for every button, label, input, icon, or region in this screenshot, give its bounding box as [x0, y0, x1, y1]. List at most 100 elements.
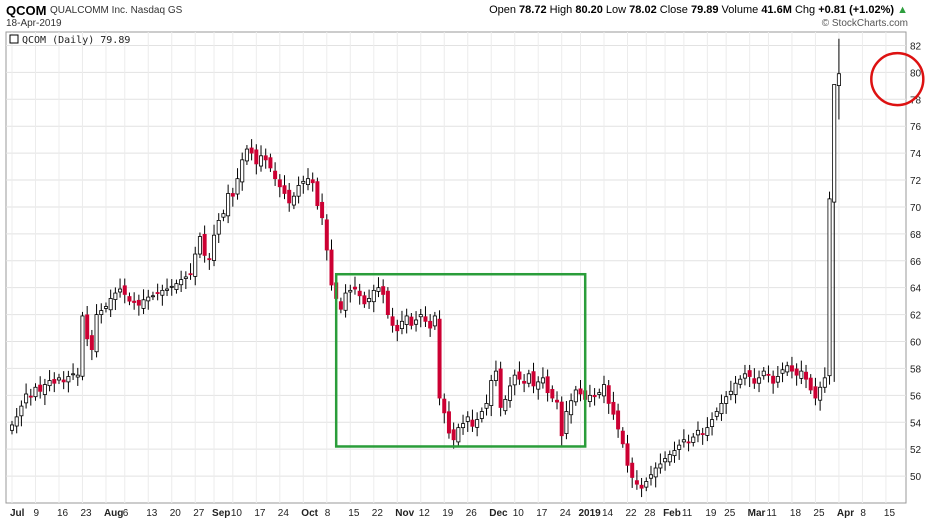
candle-body: [367, 298, 372, 303]
x-tick-label: 24: [278, 508, 290, 519]
candle-body: [33, 386, 38, 398]
candle-body: [381, 286, 386, 295]
x-tick-label: Apr: [837, 508, 854, 519]
candle-body: [136, 299, 141, 306]
candle-body: [169, 285, 174, 288]
candle-body: [705, 427, 710, 436]
y-tick-label: 76: [910, 122, 922, 133]
candle-body: [625, 443, 630, 466]
candle-body: [780, 369, 785, 374]
candle-body: [85, 314, 90, 340]
candle-body: [291, 195, 296, 206]
candle-body: [606, 385, 611, 404]
candle-body: [733, 382, 738, 395]
y-tick-label: 64: [910, 284, 922, 295]
candle-body: [747, 370, 752, 377]
candle-body: [616, 410, 621, 430]
candle-body: [827, 198, 832, 377]
candle-body: [602, 384, 607, 397]
candle-body: [517, 371, 522, 380]
candle-body: [174, 283, 179, 290]
candle-body: [19, 405, 24, 417]
candle-body: [287, 189, 292, 204]
candle-body: [808, 377, 813, 391]
candle-body: [71, 373, 76, 376]
candle-body: [188, 273, 193, 276]
candle-body: [221, 213, 226, 218]
y-tick-label: 50: [910, 472, 922, 483]
candle-body: [644, 481, 649, 488]
candle-body: [89, 335, 94, 350]
candle-body: [738, 378, 743, 385]
candle-body: [141, 299, 146, 309]
candle-body: [531, 371, 536, 387]
candle-body: [569, 400, 574, 416]
low-value: 78.02: [629, 4, 657, 16]
candle-body: [343, 292, 348, 311]
candle-body: [230, 193, 235, 197]
candle-body: [597, 392, 602, 395]
candle-body: [202, 233, 207, 256]
candle-body: [442, 398, 447, 414]
candle-body: [465, 416, 470, 422]
x-tick-label: 19: [442, 508, 454, 519]
x-tick-label: 16: [57, 508, 69, 519]
x-tick-label: 28: [644, 508, 656, 519]
x-tick-label: Dec: [489, 508, 508, 519]
candle-body: [103, 306, 108, 309]
chg-value: +0.81 (+1.02%): [818, 4, 895, 16]
candle-body: [235, 178, 240, 195]
candle-body: [38, 384, 43, 392]
candle-body: [259, 155, 264, 167]
candle-body: [620, 430, 625, 445]
chg-label: Chg: [794, 4, 816, 16]
candle-body: [691, 436, 696, 443]
candle-body: [799, 370, 804, 379]
y-tick-label: 56: [910, 391, 922, 402]
x-tick-label: 25: [813, 508, 825, 519]
annotation-rectangle: [334, 272, 587, 448]
candle-body: [446, 411, 451, 434]
candle-body: [75, 374, 80, 378]
candle-body: [423, 316, 428, 322]
candle-body: [414, 319, 419, 325]
candle-body: [663, 458, 668, 463]
candle-body: [724, 396, 729, 404]
candle-body: [160, 289, 165, 296]
candle-body: [766, 373, 771, 376]
y-tick-label: 82: [910, 41, 922, 52]
candle-body: [263, 155, 268, 161]
candle-body: [183, 276, 188, 279]
candle-body: [742, 373, 747, 379]
candle-body: [493, 370, 498, 381]
candle-body: [155, 292, 160, 294]
candle-body: [813, 386, 818, 399]
annotation-circle: [870, 51, 925, 107]
candle-body: [348, 289, 353, 293]
candle-body: [296, 185, 301, 197]
close-label: Close: [659, 4, 688, 16]
candle-body: [52, 379, 57, 384]
y-tick-label: 60: [910, 338, 922, 349]
candle-body: [305, 178, 310, 186]
x-tick-label: 15: [884, 508, 896, 519]
candle-body: [390, 316, 395, 326]
candle-body: [536, 381, 541, 390]
ohlc-readout: Open 78.72 High 80.20 Low 78.02 Close 79…: [489, 4, 908, 16]
candle-body: [94, 314, 99, 353]
candle-body: [310, 179, 315, 184]
candle-body: [179, 279, 184, 286]
volume-label: Volume: [721, 4, 759, 16]
candle-body: [771, 375, 776, 384]
candle-body: [592, 394, 597, 398]
candle-body: [470, 419, 475, 427]
candle-body: [216, 219, 221, 235]
candle-body: [559, 401, 564, 437]
candle-body: [28, 395, 33, 398]
candle-body: [385, 290, 390, 315]
x-tick-label: 2019: [579, 508, 602, 519]
candle-body: [437, 318, 442, 399]
y-tick-label: 58: [910, 364, 922, 375]
candle-body: [667, 454, 672, 463]
brand-watermark: © StockCharts.com: [821, 18, 908, 29]
